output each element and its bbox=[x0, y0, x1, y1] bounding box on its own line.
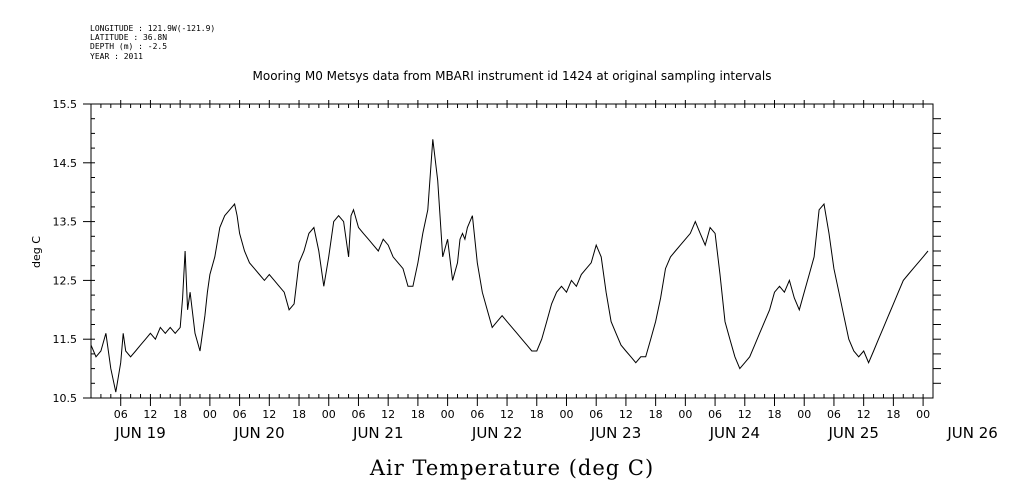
series-line-air-temperature bbox=[90, 139, 929, 393]
x-tick-label: 12 bbox=[857, 408, 871, 421]
x-tick-label: 06 bbox=[827, 408, 841, 421]
day-label: JUN 23 bbox=[590, 424, 641, 442]
y-axis: 10.5 11.5 12.5 13.5 14.5 15.5 bbox=[53, 98, 91, 405]
chart-title: Mooring M0 Metsys data from MBARI instru… bbox=[253, 69, 772, 83]
day-label: JUN 26 bbox=[946, 424, 997, 442]
x-axis-label: Air Temperature (deg C) bbox=[369, 456, 654, 480]
y-tick-label: 14.5 bbox=[53, 157, 78, 170]
meta-longitude: LONGITUDE : 121.9W(-121.9) bbox=[90, 24, 215, 33]
x-tick-label: 18 bbox=[173, 408, 187, 421]
day-label: JUN 19 bbox=[114, 424, 165, 442]
x-tick-label: 12 bbox=[262, 408, 276, 421]
day-label: JUN 22 bbox=[471, 424, 522, 442]
x-tick-label: 00 bbox=[797, 408, 811, 421]
x-tick-label: 00 bbox=[559, 408, 573, 421]
minor-ticks bbox=[91, 104, 941, 398]
plot-frame bbox=[90, 103, 934, 399]
y-axis-label: deg C bbox=[30, 236, 43, 268]
day-label: JUN 20 bbox=[233, 424, 284, 442]
x-tick-label: 18 bbox=[292, 408, 306, 421]
x-tick-label: 18 bbox=[530, 408, 544, 421]
y-tick-label: 11.5 bbox=[53, 333, 78, 346]
y-tick-label: 15.5 bbox=[53, 98, 78, 111]
x-tick-label: 06 bbox=[470, 408, 484, 421]
x-tick-label: 06 bbox=[589, 408, 603, 421]
y-tick-label: 12.5 bbox=[53, 274, 78, 287]
x-tick-label: 00 bbox=[322, 408, 336, 421]
day-label: JUN 25 bbox=[828, 424, 879, 442]
x-tick-label: 06 bbox=[351, 408, 365, 421]
y-tick-label: 10.5 bbox=[53, 392, 78, 405]
meta-depth: DEPTH (m) : -2.5 bbox=[90, 42, 167, 51]
x-tick-label: 00 bbox=[203, 408, 217, 421]
x-tick-label: 12 bbox=[143, 408, 157, 421]
x-tick-label: 18 bbox=[649, 408, 663, 421]
x-tick-label: 00 bbox=[678, 408, 692, 421]
x-tick-label: 12 bbox=[500, 408, 514, 421]
x-tick-label: 06 bbox=[233, 408, 247, 421]
day-label: JUN 21 bbox=[352, 424, 403, 442]
x-tick-label: 06 bbox=[708, 408, 722, 421]
meta-latitude: LATITUDE : 36.8N bbox=[90, 33, 167, 42]
y-tick-label: 13.5 bbox=[53, 216, 78, 229]
day-label: JUN 24 bbox=[709, 424, 760, 442]
meta-year: YEAR : 2011 bbox=[90, 52, 143, 61]
x-tick-label: 12 bbox=[381, 408, 395, 421]
x-tick-label: 00 bbox=[441, 408, 455, 421]
x-axis: 06 12 18 00 06 12 18 00 06 12 18 00 06 12 18 00 06 12 18 00… bbox=[114, 100, 998, 442]
x-tick-label: 00 bbox=[916, 408, 930, 421]
x-tick-label: 12 bbox=[738, 408, 752, 421]
x-tick-label: 12 bbox=[619, 408, 633, 421]
x-tick-label: 18 bbox=[886, 408, 900, 421]
x-tick-label: 18 bbox=[411, 408, 425, 421]
x-tick-label: 18 bbox=[768, 408, 782, 421]
x-tick-label: 06 bbox=[114, 408, 128, 421]
